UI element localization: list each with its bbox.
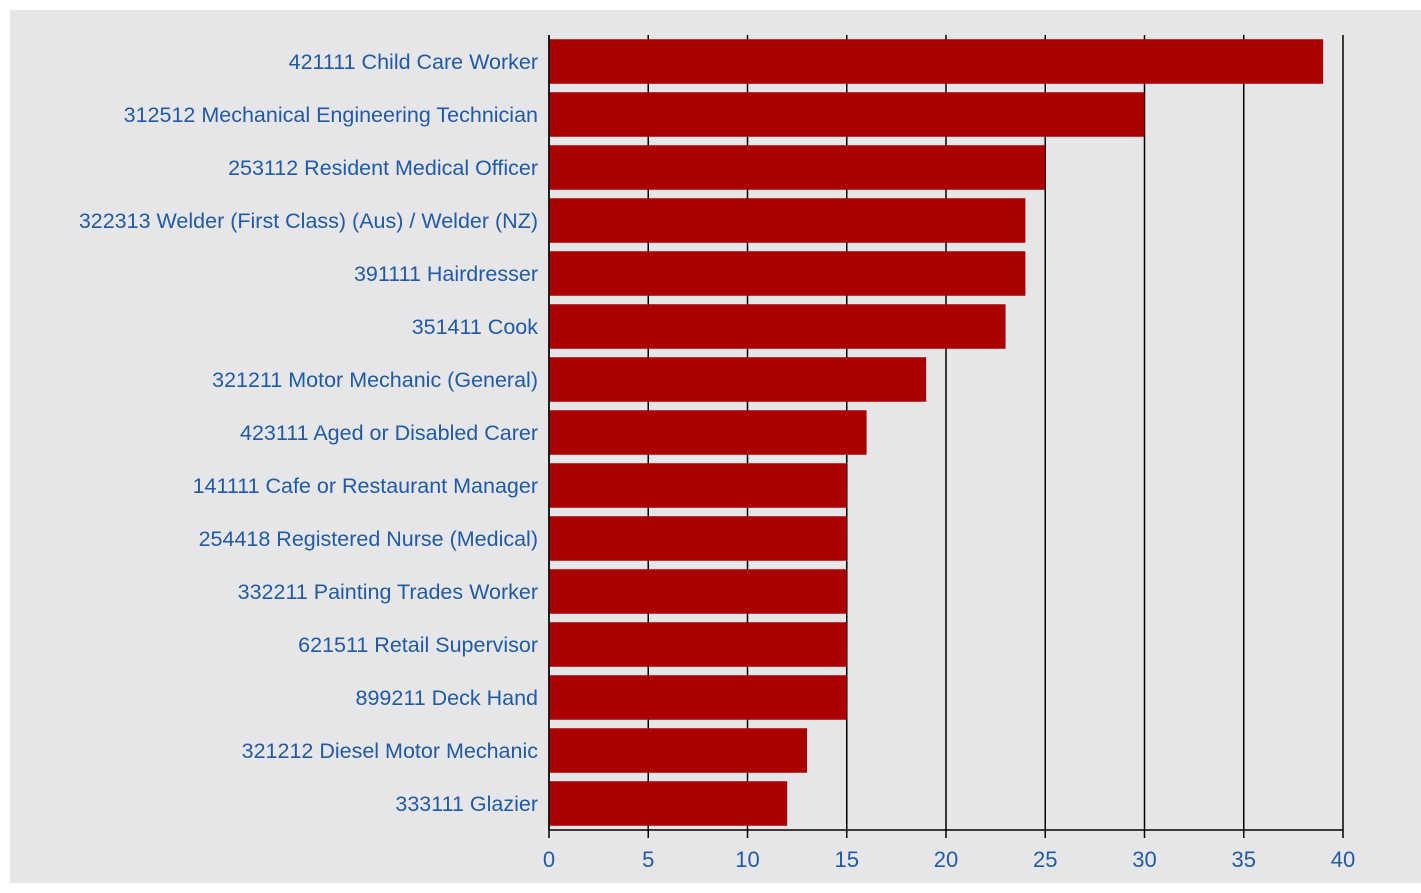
x-tick-label: 5 [642,847,654,872]
x-tick-label: 25 [1033,847,1057,872]
y-tick-label: 312512 Mechanical Engineering Technician [123,102,538,127]
bar [549,92,1145,137]
y-tick-label: 321212 Diesel Motor Mechanic [241,738,538,763]
bar [549,463,847,508]
x-tick-label: 15 [835,847,859,872]
y-tick-label: 621511 Retail Supervisor [298,632,538,657]
bar [549,569,847,614]
bar [549,781,788,826]
x-tick-label: 30 [1132,847,1156,872]
bar [549,251,1026,296]
y-tick-label: 391111 Hairdresser [353,261,538,286]
y-tick-label: 254418 Registered Nurse (Medical) [198,526,538,551]
bar [549,622,847,667]
bar [549,516,847,561]
bar [549,39,1324,84]
bar [549,675,847,720]
y-tick-label: 321211 Motor Mechanic (General) [212,367,538,392]
bar [549,198,1026,243]
bar [549,145,1046,190]
y-tick-label: 141111 Cafe or Restaurant Manager [192,473,538,498]
y-tick-label: 333111 Glazier [395,791,538,816]
y-tick-label: 332211 Painting Trades Worker [237,579,538,604]
bar [549,304,1006,349]
y-tick-label: 423111 Aged or Disabled Carer [239,420,538,445]
y-tick-label: 253112 Resident Medical Officer [228,155,538,180]
y-tick-label: 421111 Child Care Worker [288,49,538,74]
x-tick-label: 35 [1232,847,1256,872]
x-tick-label: 20 [934,847,958,872]
y-tick-label: 322313 Welder (First Class) (Aus) / Weld… [78,208,538,233]
x-tick-label: 10 [735,847,759,872]
bar [549,728,808,773]
x-tick-label: 40 [1331,847,1355,872]
y-tick-label: 351411 Cook [411,314,538,339]
bar [549,357,927,402]
y-tick-label: 899211 Deck Hand [355,685,538,710]
x-tick-label: 0 [543,847,555,872]
bar [549,410,867,455]
